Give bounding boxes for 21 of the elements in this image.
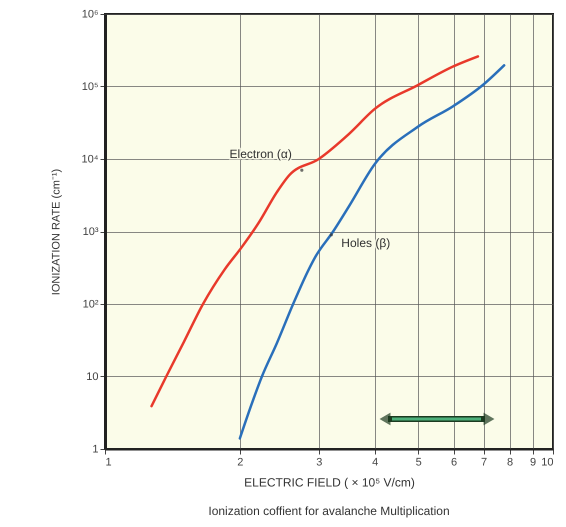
x-axis-title: ELECTRIC FIELD ( × 10⁵ V/cm) [244,476,415,490]
x-tick-label: 2 [237,456,244,468]
y-tick-label: 10 [86,371,98,383]
y-axis-title: IONIZATION RATE (cm⁻¹) [50,168,63,296]
y-tick-label: 1 [92,444,98,456]
x-tick-label: 1 [106,456,112,468]
y-tick-label: 10⁵ [82,81,98,93]
text: Ionization coffient for avalanche Multiplication [208,504,450,518]
x-tick-label: 9 [530,456,536,468]
x-tick-label: 10 [541,456,554,468]
y-tick-label: 10⁶ [82,8,98,20]
x-tick-label: 7 [481,456,488,468]
x-tick-label: 5 [416,456,422,468]
y-tick-label: 10² [82,298,99,310]
x-tick-label: 3 [316,456,322,468]
x-tick-label: 6 [451,456,458,468]
y-tick-label: 10³ [82,226,99,238]
x-tick-label: 8 [507,456,514,468]
y-tick-label: 10⁴ [82,154,99,166]
annotation: Holes (β) [341,236,390,250]
x-tick-label: 4 [372,456,378,468]
